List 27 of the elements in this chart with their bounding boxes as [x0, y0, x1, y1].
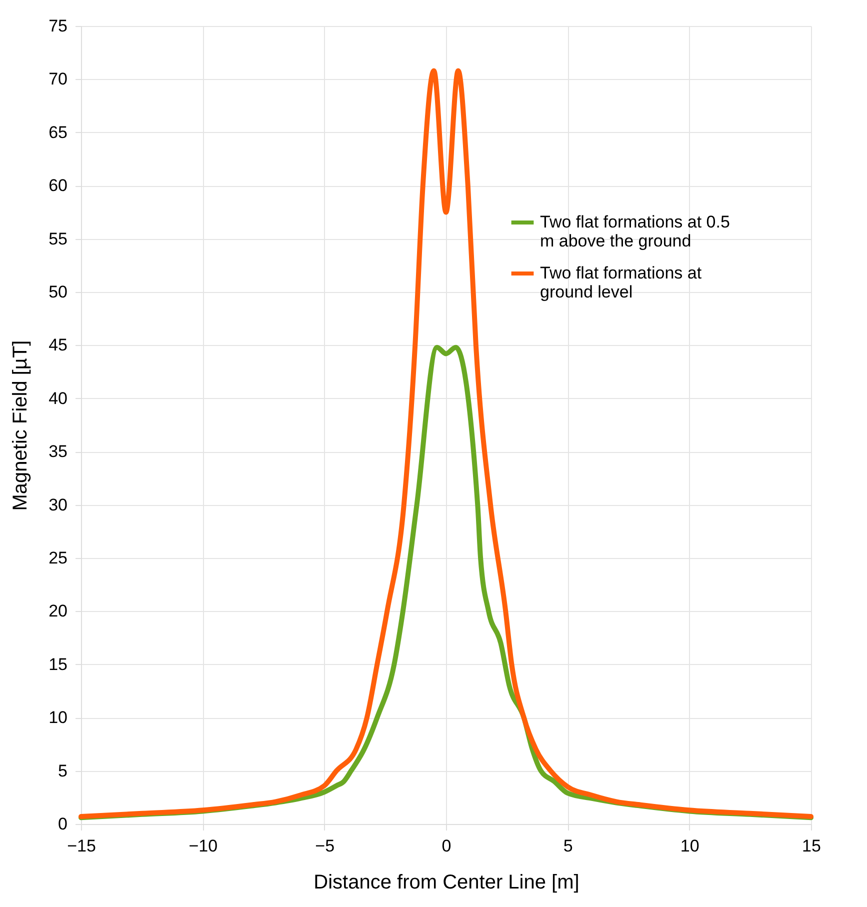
y-tick-label: 55 [48, 229, 68, 248]
y-axis-title: Magnetic Field [µT] [10, 340, 32, 511]
y-tick-label: 35 [48, 442, 68, 462]
y-tick-label: 70 [48, 70, 68, 89]
legend-label: Two flat formations at ground level [540, 264, 702, 302]
y-tick-label: 25 [48, 548, 68, 568]
y-tick-label: 75 [48, 16, 68, 36]
y-tick-label: 5 [58, 761, 68, 780]
y-tick-label: 50 [48, 282, 68, 302]
y-tick-label: 30 [48, 495, 68, 514]
x-tick-label: −5 [315, 836, 335, 856]
y-tick-label: 45 [48, 336, 68, 355]
y-tick-label: 15 [48, 654, 68, 674]
x-tick-label: 10 [680, 836, 700, 856]
x-tick-label: −15 [67, 836, 96, 856]
x-tick-label: −10 [188, 836, 218, 856]
legend-label: Two flat formations at 0.5 m above the ground [540, 212, 730, 250]
x-tick-label: 5 [563, 836, 573, 856]
x-axis-title: Distance from Center Line [m] [314, 872, 580, 894]
y-tick-label: 40 [48, 388, 68, 408]
x-tick-label: 15 [802, 836, 821, 856]
y-tick-label: 65 [48, 122, 68, 142]
x-tick-label: 0 [442, 836, 452, 856]
y-tick-label: 20 [48, 602, 68, 621]
y-tick-label: 0 [58, 814, 68, 834]
y-tick-label: 60 [48, 176, 68, 196]
y-tick-label: 10 [48, 708, 68, 728]
